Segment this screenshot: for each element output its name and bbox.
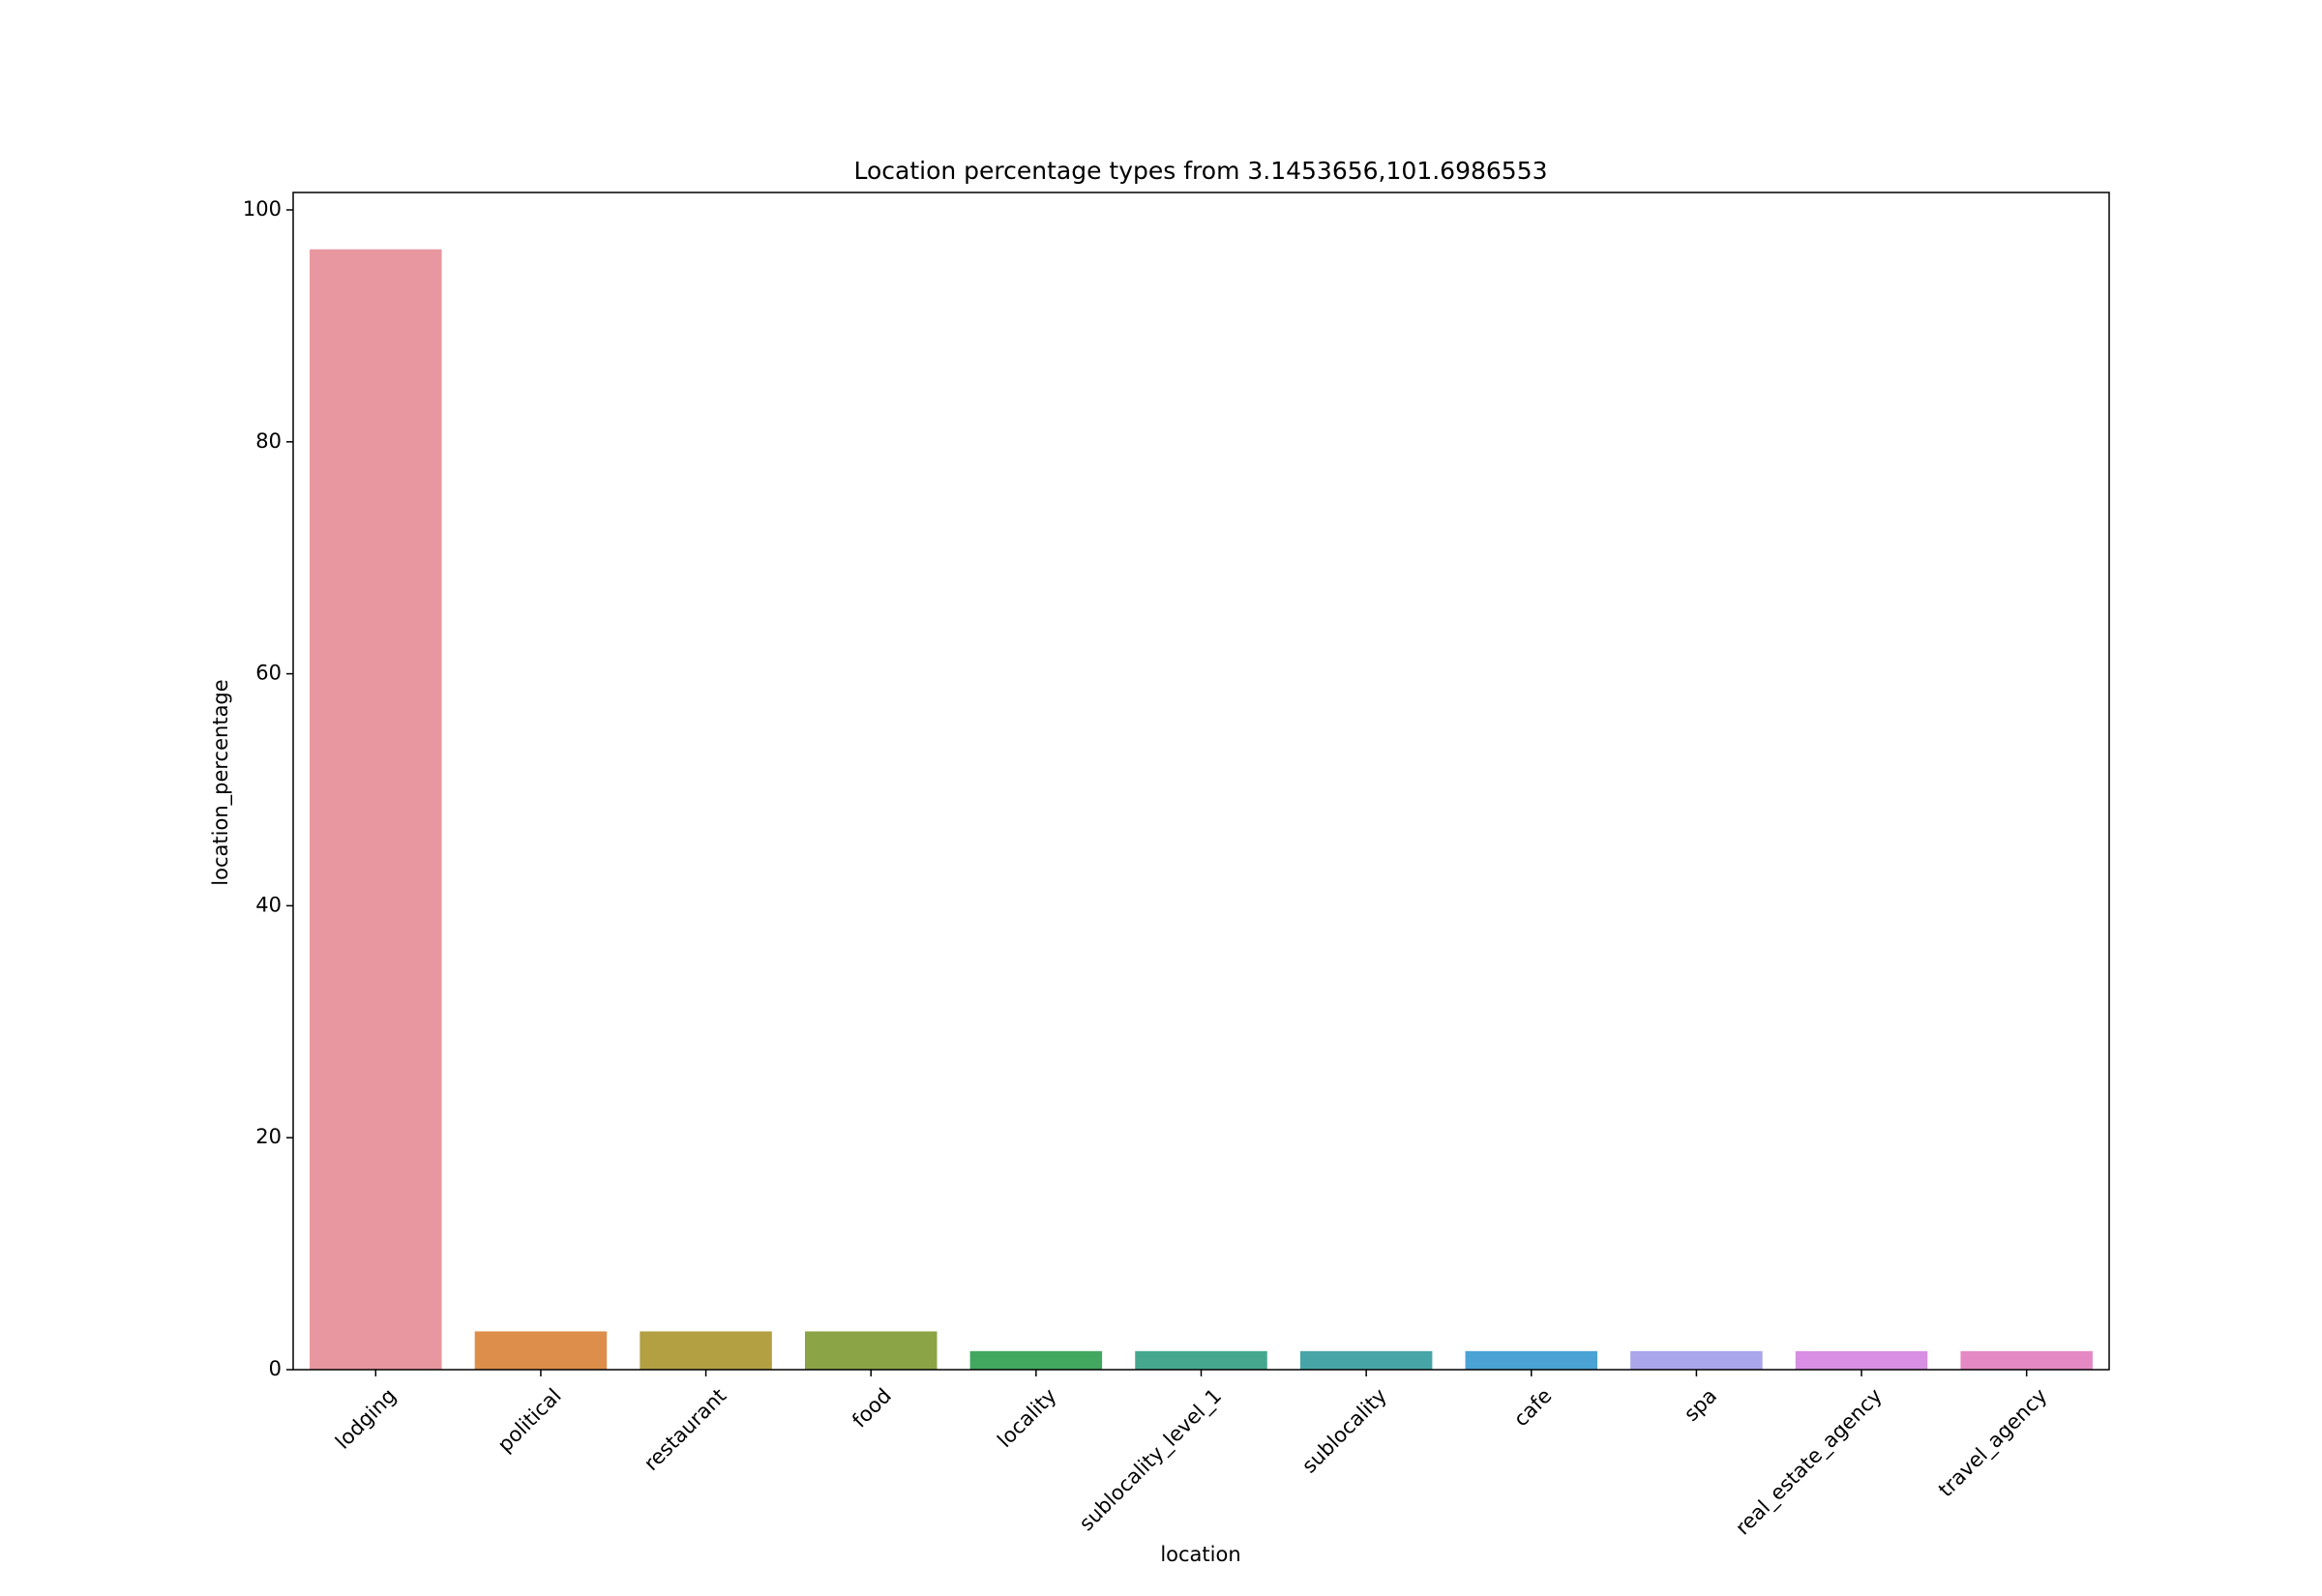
x-tick-label: food [848,1384,896,1433]
bar [1960,1350,2093,1370]
y-tick-label: 80 [255,429,282,453]
bar [1795,1350,1928,1370]
bar [474,1331,608,1370]
y-tick-label: 60 [255,662,282,685]
plot-frame [292,192,2110,1371]
x-tick-label: lodging [331,1384,401,1454]
bar [1465,1350,1598,1370]
bar [1299,1350,1433,1370]
x-tick-label: sublocality_level_1 [1075,1384,1227,1536]
bar [1630,1350,1763,1370]
y-tick-label: 0 [269,1357,282,1380]
y-tick-label: 100 [243,197,282,221]
x-tick-label: travel_agency [1934,1384,2052,1502]
x-tick-label: spa [1680,1384,1721,1426]
x-axis-label: location [1160,1543,1240,1566]
x-tick-label: locality [993,1384,1060,1452]
x-tick-label: sublocality [1297,1384,1391,1478]
bar [804,1331,938,1370]
bar [969,1350,1103,1370]
x-tick-label: cafe [1509,1384,1557,1432]
y-tick-label: 40 [255,893,282,916]
x-tick-label: restaurant [640,1384,730,1475]
bar [640,1331,772,1370]
x-tick-label: political [493,1384,566,1457]
bar [1135,1350,1267,1370]
bar [310,249,442,1370]
x-tick-label: real_estate_agency [1731,1384,1887,1540]
chart-title: Location percentage types from 3.1453656… [853,157,1547,185]
y-axis-label: location_percentage [209,679,233,885]
y-tick-label: 20 [255,1125,282,1148]
